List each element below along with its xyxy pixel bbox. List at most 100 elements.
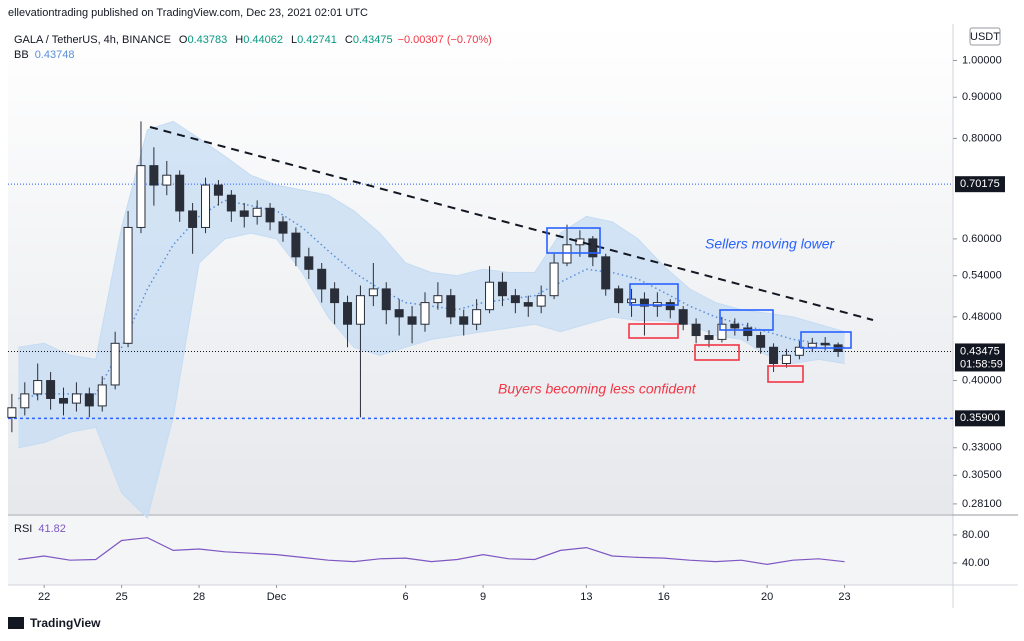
candle-body <box>678 309 688 325</box>
resistance-box <box>546 227 601 254</box>
candle-body <box>201 184 211 228</box>
candle-body <box>239 210 249 217</box>
y-tick-label: 1.00000 <box>962 54 1002 66</box>
x-tick-label: Dec <box>267 591 287 603</box>
candle-body <box>497 281 507 297</box>
bb-band <box>18 121 845 518</box>
symbol-title: GALA / TetherUS, 4h, BINANCE <box>14 34 171 46</box>
level-label: 0.35900 <box>960 412 1000 424</box>
last-price-bg <box>955 343 1005 372</box>
y-tick-label: 0.33000 <box>962 442 1002 454</box>
candle-body <box>472 309 482 325</box>
candle-body <box>588 238 598 258</box>
candle-body <box>510 295 520 304</box>
candle-body <box>446 295 456 318</box>
candle-body <box>717 323 727 340</box>
candle-body <box>743 327 753 337</box>
x-tick-label: 6 <box>403 591 409 603</box>
ohlc-change: −0.00307 (−0.70%) <box>398 34 492 46</box>
candle-body <box>794 346 804 356</box>
candle-body <box>330 288 340 304</box>
candle-body <box>691 323 701 337</box>
brand: TradingView <box>30 616 101 630</box>
candle-body <box>123 226 133 344</box>
level-label: 0.70175 <box>960 178 1000 190</box>
rsi-value: 41.82 <box>38 523 66 535</box>
candle-body <box>304 256 314 270</box>
candle-body <box>407 316 417 325</box>
ohlc-value: 0.42741 <box>297 34 337 46</box>
x-tick-label: 20 <box>761 591 773 603</box>
x-tick-label: 13 <box>580 591 592 603</box>
y-tick-label: 0.28100 <box>962 498 1002 510</box>
candle-body <box>265 207 275 223</box>
candle-body <box>355 295 365 325</box>
candle-body <box>820 342 830 346</box>
rsi-tick-label: 40.00 <box>962 557 990 569</box>
candle-body <box>368 288 378 297</box>
ohlc-key: H <box>235 34 243 46</box>
candle-body <box>639 298 649 307</box>
y-tick-label: 0.48000 <box>962 311 1002 323</box>
support-box <box>694 344 740 361</box>
candle-body <box>188 210 198 228</box>
candle-body <box>343 302 353 325</box>
candle-body <box>781 354 791 365</box>
x-tick-label: 25 <box>115 591 127 603</box>
resistance-box <box>800 331 852 349</box>
candle-body <box>394 309 404 318</box>
candle-body <box>614 288 624 304</box>
candle-body <box>575 238 585 246</box>
x-tick-label: 9 <box>480 591 486 603</box>
candle-body <box>110 342 120 386</box>
bb-header: BB 0.43748 <box>14 49 74 61</box>
candle-body <box>704 335 714 340</box>
ohlc-key: O <box>179 34 188 46</box>
candle-body <box>601 256 611 290</box>
currency-box <box>969 27 1001 46</box>
candle-body <box>549 262 559 297</box>
x-tick-label: 22 <box>38 591 50 603</box>
candle-body <box>213 184 223 196</box>
ohlc-value: 0.44062 <box>243 34 283 46</box>
rsi-name: RSI <box>14 523 32 535</box>
x-tick-label: 16 <box>658 591 670 603</box>
x-tick-label: 23 <box>838 591 850 603</box>
candle-body <box>97 384 107 407</box>
resistance-box <box>719 309 774 331</box>
ohlc-value: 0.43475 <box>353 34 393 46</box>
candle-body <box>756 335 766 348</box>
ohlc-value: 0.43783 <box>187 34 227 46</box>
currency: USDT <box>970 31 1000 43</box>
candle-body <box>536 295 546 307</box>
candle-body <box>71 393 81 404</box>
countdown: 01:58:59 <box>960 358 1003 370</box>
y-tick-label: 0.54000 <box>962 270 1002 282</box>
candle-body <box>59 397 69 404</box>
candle-body <box>84 393 94 407</box>
candle-body <box>175 174 185 212</box>
candle-body <box>459 316 469 325</box>
y-tick-label: 0.80000 <box>962 132 1002 144</box>
x-tick-label: 28 <box>193 591 205 603</box>
candle-body <box>278 221 288 234</box>
candle-body <box>252 207 262 217</box>
candle-body <box>46 380 56 399</box>
candle-body <box>20 393 30 409</box>
support-box <box>628 323 679 339</box>
candle-body <box>562 244 572 264</box>
candle-body <box>162 174 172 186</box>
bb-upper <box>18 120 845 360</box>
ohlc-key: L <box>291 34 297 46</box>
level-label-bg <box>955 176 1005 193</box>
candle-body <box>33 380 43 395</box>
ohlc-key: C <box>345 34 353 46</box>
symbol-header: GALA / TetherUS, 4h, BINANCE O0.43783 H0.4… <box>14 34 492 46</box>
logo <box>8 617 24 629</box>
candle-body <box>807 342 817 348</box>
last-price-label: 0.43475 <box>960 345 1000 357</box>
rsi-pane <box>8 516 953 585</box>
y-tick-label: 0.60000 <box>962 233 1002 245</box>
